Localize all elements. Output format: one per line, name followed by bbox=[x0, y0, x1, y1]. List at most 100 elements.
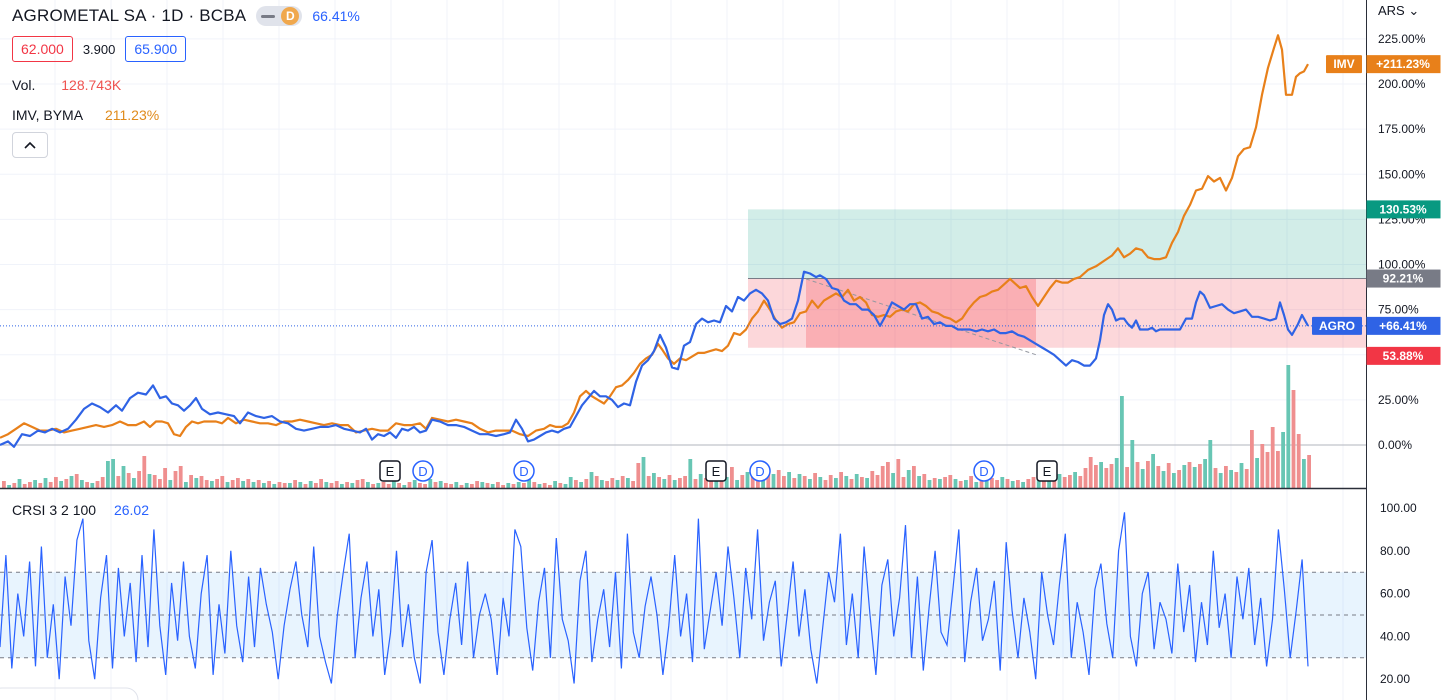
profit-zone[interactable] bbox=[748, 209, 1366, 279]
volume-bar bbox=[714, 476, 719, 488]
volume-bar bbox=[844, 476, 849, 488]
volume-bar bbox=[1078, 476, 1083, 488]
chevron-down-icon: ⌄ bbox=[1408, 3, 1420, 18]
crsi-line[interactable] bbox=[0, 512, 1309, 684]
volume-bar bbox=[511, 484, 516, 488]
earnings-marker[interactable] bbox=[1036, 460, 1058, 482]
volume-bar bbox=[1052, 478, 1057, 488]
entry-axis-badge-bg bbox=[1366, 269, 1441, 288]
imv-series-tag-text: IMV bbox=[1333, 57, 1354, 71]
price-change: 3.900 bbox=[82, 41, 116, 57]
volume-bar bbox=[813, 473, 817, 488]
interval-badge[interactable]: D bbox=[281, 7, 300, 25]
volume-bar bbox=[43, 478, 48, 488]
volume-bar bbox=[158, 479, 162, 488]
volume-bar bbox=[256, 480, 261, 488]
dividend-marker[interactable] bbox=[973, 460, 995, 482]
volume-bar bbox=[298, 482, 303, 488]
scroll-pill[interactable] bbox=[0, 687, 139, 700]
dividend-marker[interactable] bbox=[513, 460, 535, 482]
volume-bar bbox=[350, 483, 355, 488]
volume-bar bbox=[688, 459, 693, 488]
volume-bar bbox=[615, 480, 620, 488]
volume-bar bbox=[1021, 482, 1025, 488]
currency-selector[interactable]: ARS ⌄ bbox=[1378, 3, 1419, 19]
volume-bar bbox=[828, 475, 833, 488]
crsi-axis-tick-label: 60.00 bbox=[1380, 587, 1410, 601]
volume-bar bbox=[1094, 465, 1098, 488]
earnings-marker[interactable] bbox=[705, 460, 727, 482]
volume-bar bbox=[620, 476, 625, 488]
crsi-legend[interactable]: CRSI 3 2 100 26.02 bbox=[12, 502, 149, 518]
entry-axis-badge-text: 92.21% bbox=[1383, 272, 1424, 286]
chart-header: AGROMETAL SA · 1D · BCBA D 66.41% bbox=[12, 6, 360, 26]
volume-bar bbox=[303, 484, 308, 488]
volume-bar bbox=[932, 478, 937, 488]
compare-symbol-label: IMV, BYMA bbox=[12, 107, 84, 123]
volume-bar bbox=[1104, 468, 1109, 488]
volume-bar bbox=[184, 482, 188, 488]
volume-legend[interactable]: Vol. 128.743K bbox=[12, 77, 121, 93]
volume-bar bbox=[958, 481, 963, 488]
volume-bar bbox=[823, 480, 828, 488]
price-axis-tick-label: 25.00% bbox=[1378, 393, 1419, 407]
volume-bar bbox=[917, 476, 921, 488]
volume-bar bbox=[750, 476, 755, 488]
volume-bar bbox=[1296, 434, 1301, 488]
volume-bar bbox=[241, 481, 245, 488]
volume-bar bbox=[964, 480, 968, 488]
volume-bar bbox=[360, 479, 365, 488]
price-axis-tick-label: 200.00% bbox=[1378, 77, 1426, 91]
volume-bar bbox=[860, 477, 864, 488]
volume-bar bbox=[1187, 462, 1192, 488]
volume-bar bbox=[589, 472, 594, 488]
volume-bar bbox=[1208, 440, 1213, 488]
volume-bar bbox=[938, 479, 942, 488]
volume-bar bbox=[1239, 463, 1244, 488]
volume-bar bbox=[111, 459, 115, 488]
volume-bar bbox=[626, 478, 630, 488]
volume-bar bbox=[667, 475, 672, 488]
volume-bar bbox=[610, 478, 615, 488]
volume-bar bbox=[485, 483, 490, 488]
loss-zone[interactable] bbox=[748, 278, 1366, 348]
volume-bar bbox=[641, 457, 646, 488]
volume-bar bbox=[17, 479, 22, 488]
volume-bar bbox=[100, 477, 105, 488]
profit-axis-badge-bg bbox=[1366, 200, 1441, 219]
earnings-marker[interactable] bbox=[379, 460, 401, 482]
loss-axis-badge-bg bbox=[1366, 346, 1441, 365]
volume-bar bbox=[865, 478, 869, 488]
collapse-legend-button[interactable] bbox=[12, 132, 48, 158]
volume-bar bbox=[314, 483, 318, 488]
volume-bar bbox=[64, 479, 69, 488]
volume-bar bbox=[334, 481, 339, 488]
price-axis-tick-label: 75.00% bbox=[1378, 303, 1419, 317]
earnings-marker-label: E bbox=[1043, 464, 1052, 479]
visibility-toggle[interactable]: D bbox=[256, 6, 303, 26]
volume-bar bbox=[1224, 466, 1228, 488]
volume-bar bbox=[558, 483, 563, 488]
volume-bar bbox=[797, 474, 802, 488]
symbol-title[interactable]: AGROMETAL SA · 1D · BCBA bbox=[12, 6, 247, 25]
volume-bar bbox=[459, 485, 464, 488]
dividend-marker[interactable] bbox=[749, 460, 771, 482]
profit-axis-badge-text: 130.53% bbox=[1379, 202, 1427, 216]
agro-line[interactable] bbox=[0, 270, 1309, 448]
volume-bar bbox=[1250, 430, 1254, 488]
compare-legend[interactable]: IMV, BYMA 211.23% bbox=[12, 107, 159, 123]
volume-bar bbox=[199, 476, 204, 488]
volume-bar bbox=[568, 477, 573, 488]
volume-bar bbox=[782, 476, 786, 488]
volume-bar bbox=[132, 478, 136, 488]
volume-bar bbox=[657, 477, 661, 488]
volume-bar bbox=[340, 484, 344, 488]
dividend-marker[interactable] bbox=[412, 460, 434, 482]
volume-bar bbox=[1270, 427, 1275, 488]
volume-bar bbox=[412, 480, 417, 488]
volume-bar bbox=[662, 479, 667, 488]
price-axis-tick-label: 0.00% bbox=[1378, 438, 1412, 452]
volume-bar bbox=[1125, 467, 1129, 488]
volume-bar bbox=[563, 484, 568, 488]
